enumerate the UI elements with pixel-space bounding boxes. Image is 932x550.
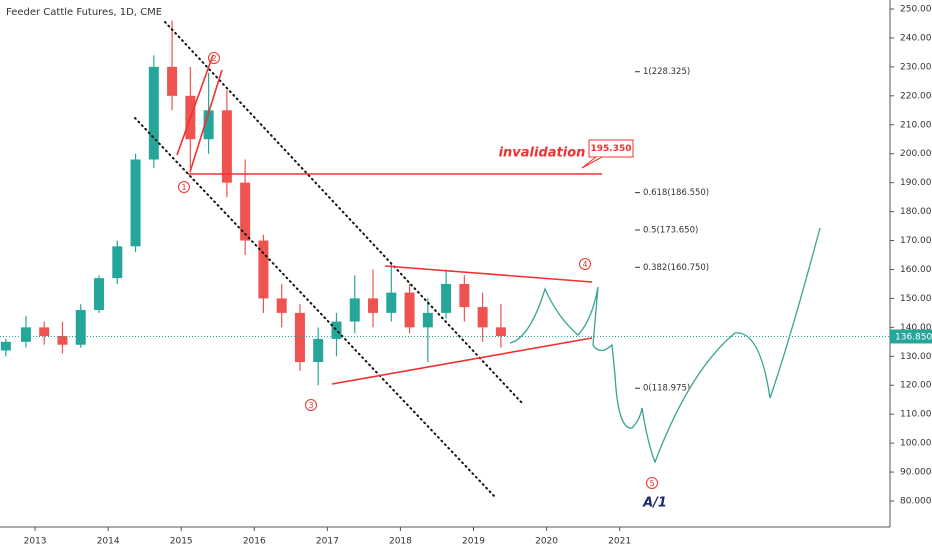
wave-label: 5: [649, 479, 654, 488]
x-tick-label: 2013: [24, 537, 47, 547]
candle-body: [94, 278, 105, 310]
x-tick-label: 2017: [316, 537, 339, 547]
y-tick-label: 80.000: [900, 497, 932, 507]
projection-path: [509, 227, 821, 464]
wave-label: 1: [181, 183, 186, 192]
y-tick-label: 190.000: [900, 178, 932, 188]
candle-body: [313, 338, 324, 363]
candle-body: [148, 66, 159, 160]
price-box-pointer: [581, 156, 603, 169]
x-tick-label: 2020: [535, 537, 558, 547]
y-tick-label: 150.000: [900, 294, 932, 304]
y-tick-label: 160.000: [900, 265, 932, 275]
y-tick-label: 210.000: [900, 120, 932, 130]
candle-body: [294, 312, 305, 363]
fib-label: 0(118.975): [643, 384, 690, 394]
x-tick-label: 2021: [608, 537, 631, 547]
y-tick-label: 200.000: [900, 149, 932, 159]
candle-body: [75, 309, 86, 345]
wave-label: 4: [582, 260, 587, 269]
candle-body: [386, 292, 397, 313]
candle-body: [203, 110, 214, 140]
chart-title: Feeder Cattle Futures, 1D, CME: [6, 7, 162, 18]
wave-label: 3: [308, 401, 313, 410]
wave-circle: [208, 52, 220, 64]
candle-body: [0, 341, 11, 351]
x-tick-label: 2014: [97, 537, 120, 547]
wave-circle: [579, 258, 591, 270]
target-label: A/1: [642, 496, 667, 511]
last-price-box: [890, 329, 932, 344]
candle-body: [495, 327, 506, 337]
x-tick-label: 2018: [389, 537, 412, 547]
invalidation-label: invalidation: [499, 146, 586, 161]
y-tick-label: 230.000: [900, 62, 932, 72]
y-tick-label: 100.000: [900, 439, 932, 449]
y-tick-label: 120.000: [900, 381, 932, 391]
channel-line: [189, 69, 223, 173]
drawings: 195.350 invalidation 1 2 3 4 5 A/1: [134, 21, 821, 511]
channel-line: [176, 54, 214, 156]
candle-body: [331, 321, 342, 339]
y-tick-label: 180.000: [900, 207, 932, 217]
candle-body: [441, 283, 452, 313]
candle-body: [349, 298, 360, 322]
candle-body: [404, 292, 415, 328]
trend-line: [164, 21, 523, 404]
y-tick-label: 220.000: [900, 91, 932, 101]
candle-body: [20, 327, 31, 342]
y-tick-label: 240.000: [900, 33, 932, 43]
candle-body: [258, 240, 269, 299]
x-tick-label: 2015: [170, 537, 193, 547]
y-tick-label: 170.000: [900, 236, 932, 246]
fib-label: 0.5(173.650): [643, 225, 698, 235]
candle-body: [39, 327, 50, 337]
fib-label: 0.618(186.550): [643, 188, 709, 198]
price-box: [588, 139, 634, 158]
candle-body: [130, 159, 141, 247]
candle-body: [167, 66, 178, 96]
candle-body: [422, 312, 433, 328]
candle-body: [368, 298, 379, 313]
fib-label: 0.382(160.750): [643, 263, 709, 273]
triangle-line: [384, 265, 593, 283]
trend-line: [134, 117, 496, 498]
y-tick-label: 110.000: [900, 410, 932, 420]
invalidation-price: 195.350: [591, 144, 632, 154]
y-tick-label: 130.000: [900, 352, 932, 362]
x-tick-label: 2019: [462, 537, 485, 547]
candle-body: [477, 307, 488, 328]
x-tick-label: 2016: [243, 537, 266, 547]
wave-circle: [305, 399, 317, 411]
fib-label: 1(228.325): [643, 67, 690, 77]
candle-body: [221, 110, 232, 183]
candle-body: [57, 336, 68, 345]
y-tick-label: 90.000: [900, 468, 932, 478]
y-tick-label: 140.000: [900, 323, 932, 333]
y-tick-label: 250.000: [900, 5, 932, 15]
candle-body: [240, 182, 251, 241]
plot: 1(228.325) 0.618(186.550) 0.5(173.650) 0.38…: [0, 20, 890, 394]
wave-label: 2: [211, 54, 216, 63]
candle-body: [112, 246, 123, 279]
candle-body: [459, 283, 470, 308]
last-price-label: 136.850: [895, 332, 932, 342]
triangle-line: [331, 337, 593, 385]
wave-circle: [646, 477, 658, 489]
wave-circle: [178, 181, 190, 193]
candle-body: [276, 298, 287, 313]
